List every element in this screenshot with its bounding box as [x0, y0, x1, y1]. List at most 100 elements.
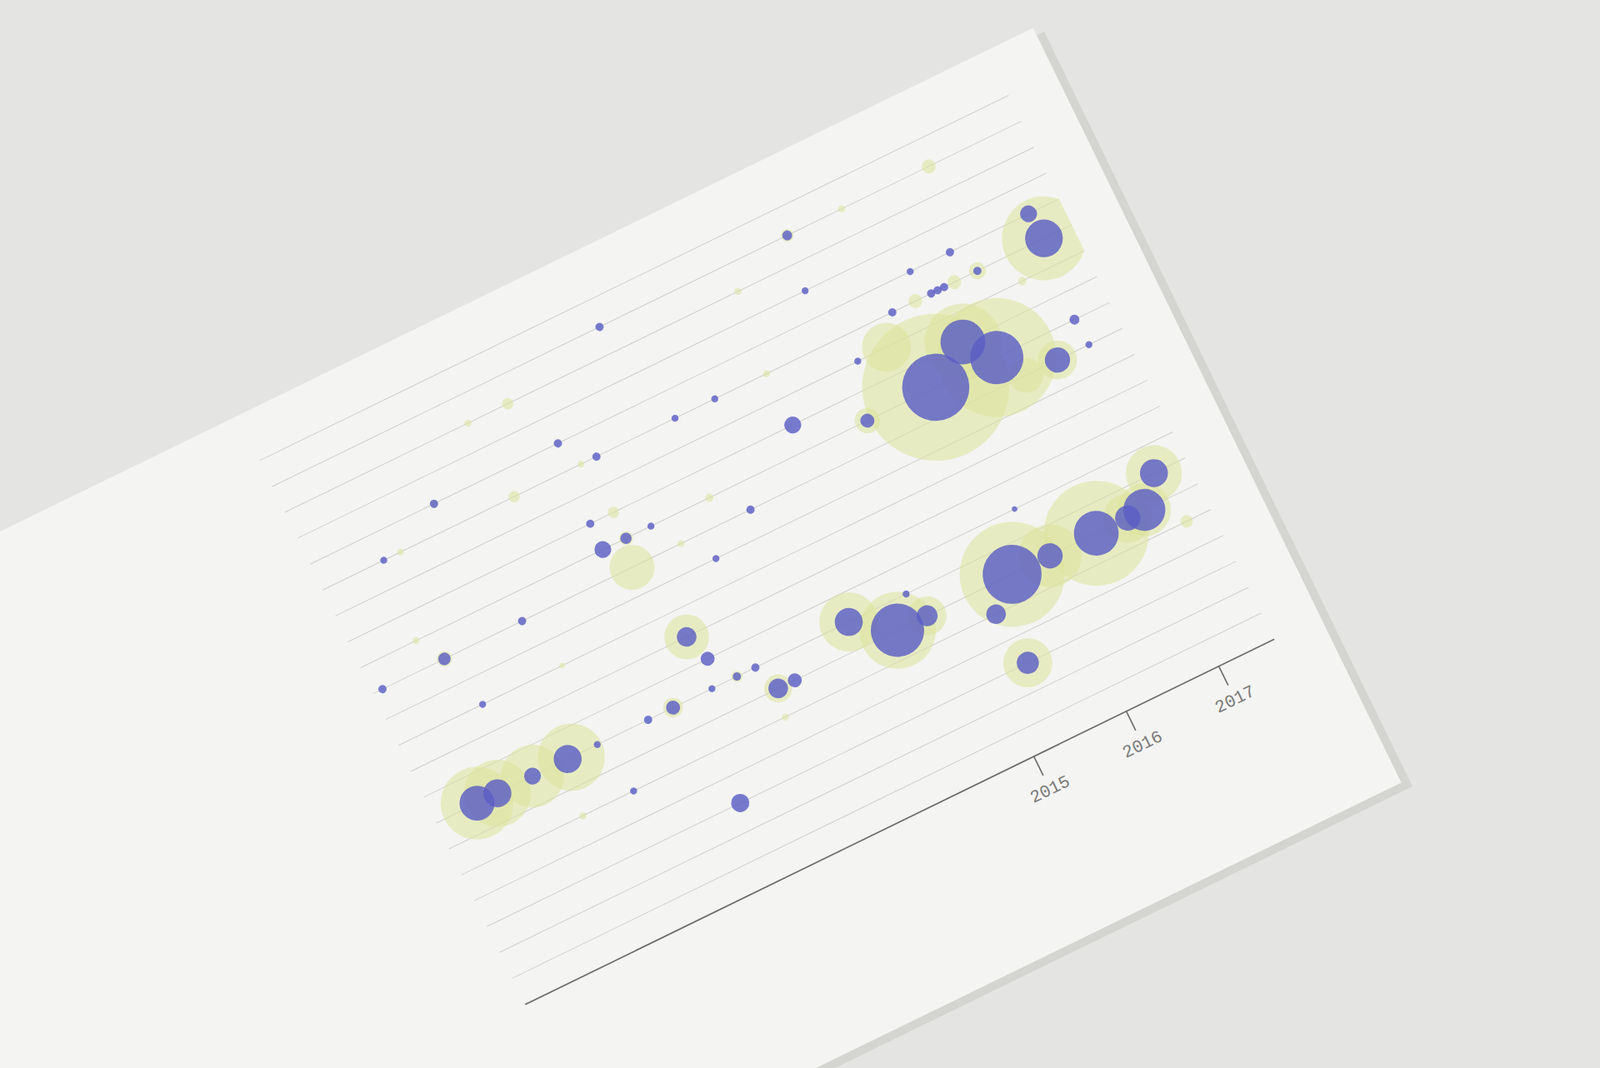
bubble [578, 811, 588, 821]
bubble [663, 698, 682, 717]
bubble [800, 285, 810, 295]
bubble [779, 227, 796, 245]
bubble [858, 411, 877, 430]
bubble [646, 521, 656, 531]
bubble [711, 554, 721, 564]
bubble [780, 229, 795, 243]
bubble [1013, 648, 1044, 679]
bubble [707, 684, 717, 694]
bubble [521, 765, 545, 788]
bubble [673, 624, 700, 650]
bubble-series [275, 122, 1230, 935]
bubble [428, 498, 440, 510]
bubble [761, 369, 771, 379]
x-tick-mark [1218, 665, 1228, 685]
bubble [676, 539, 686, 549]
bubble [660, 695, 686, 721]
bubble [591, 538, 615, 561]
bubble [1040, 343, 1075, 377]
x-tick-label: 2015 [1027, 772, 1074, 809]
bubble [861, 595, 934, 667]
bubble [781, 414, 805, 437]
bubble [428, 498, 440, 510]
x-tick: 2015 [1015, 747, 1074, 809]
bubble [733, 286, 743, 296]
bubble [703, 492, 715, 504]
bubble [987, 182, 1100, 295]
x-tick: 2016 [1107, 701, 1166, 763]
x-tick-mark [1033, 756, 1043, 776]
x-axis-line [525, 639, 1275, 1005]
bubble [853, 356, 863, 366]
bubble [731, 670, 743, 682]
bubble [905, 266, 915, 276]
bubble [750, 662, 761, 674]
bubble [395, 547, 405, 557]
bubble [629, 786, 639, 796]
bubble [919, 157, 938, 176]
bubble [1017, 202, 1040, 225]
bubble [745, 504, 756, 515]
bubble [642, 714, 654, 725]
bubble [590, 450, 602, 462]
bubble [971, 265, 983, 276]
grid-line [486, 561, 1236, 927]
bubble [765, 675, 791, 702]
bubble [1010, 505, 1019, 514]
bubble [594, 321, 605, 333]
bubble [434, 649, 455, 670]
bubble [886, 306, 898, 318]
bubble [785, 670, 805, 690]
bubble [478, 700, 488, 710]
bubble [729, 669, 745, 685]
x-tick-mark [1125, 710, 1135, 730]
bubble [616, 529, 635, 548]
bubble [1116, 481, 1173, 538]
bubble [710, 394, 720, 404]
bubble [435, 650, 453, 668]
bubble [780, 712, 790, 722]
bubble [944, 246, 955, 258]
bubble [602, 537, 663, 598]
bubble [995, 630, 1061, 696]
bubble [516, 615, 528, 627]
paper [0, 27, 1402, 1068]
chart-page: 2015 2016 2017 [0, 24, 1413, 1068]
bubble [575, 460, 585, 470]
bubble [549, 740, 587, 779]
x-tick-label: 2017 [1212, 682, 1259, 719]
bubble [376, 684, 388, 695]
bubble [605, 505, 621, 520]
bubble [500, 396, 515, 412]
bubble [379, 555, 389, 565]
bubble [1178, 513, 1195, 530]
grid-line [285, 147, 1035, 513]
bubble [983, 601, 1010, 628]
bubble [850, 404, 885, 438]
bubble [618, 530, 634, 546]
bubble [463, 418, 473, 428]
bubble [913, 601, 942, 630]
bubble [670, 413, 680, 423]
x-tick-label: 2016 [1120, 727, 1166, 764]
bubble [965, 260, 989, 283]
bubble [728, 790, 753, 815]
bubble [428, 755, 526, 853]
bubble [1033, 539, 1067, 573]
bubble [938, 281, 950, 293]
bubble [830, 603, 868, 641]
bubble [1067, 313, 1081, 327]
bubble [585, 518, 596, 530]
bubble [1016, 275, 1028, 287]
bubble [506, 489, 522, 505]
x-tick: 2017 [1200, 656, 1259, 718]
bubble [453, 780, 500, 827]
bubble [592, 740, 602, 750]
plot-area [275, 110, 1257, 946]
bubble [411, 635, 421, 645]
grid-line [297, 173, 1047, 539]
bubble [1135, 455, 1173, 493]
bubble-series [277, 110, 1257, 945]
bubble [837, 204, 847, 214]
chart-svg: 2015 2016 2017 [0, 0, 1600, 1068]
